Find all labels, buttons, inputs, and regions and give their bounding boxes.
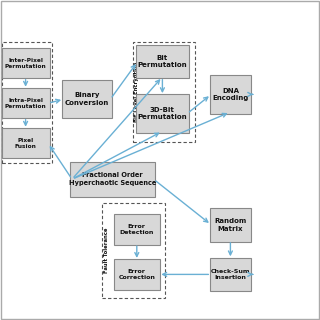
FancyBboxPatch shape xyxy=(114,214,160,245)
Text: Error
Detection: Error Detection xyxy=(120,224,154,235)
FancyBboxPatch shape xyxy=(136,94,189,133)
FancyBboxPatch shape xyxy=(210,258,251,291)
FancyBboxPatch shape xyxy=(136,45,189,78)
FancyBboxPatch shape xyxy=(210,75,251,114)
Text: Bit Level Encryption: Bit Level Encryption xyxy=(134,62,140,122)
FancyBboxPatch shape xyxy=(114,259,160,290)
FancyBboxPatch shape xyxy=(62,80,112,118)
Text: Intra-Pixel
Permutation: Intra-Pixel Permutation xyxy=(5,98,46,109)
Text: DNA
Encoding: DNA Encoding xyxy=(212,88,249,101)
Text: Fault Tolerance: Fault Tolerance xyxy=(104,228,109,273)
Text: Error
Correction: Error Correction xyxy=(118,269,155,280)
Text: Inter-Pixel
Permutation: Inter-Pixel Permutation xyxy=(5,58,46,69)
FancyBboxPatch shape xyxy=(70,162,155,197)
FancyBboxPatch shape xyxy=(2,48,50,78)
Text: Check-Sum
Insertion: Check-Sum Insertion xyxy=(211,269,250,280)
Text: Fractional Order
Hyperchaotic Sequence: Fractional Order Hyperchaotic Sequence xyxy=(69,172,156,186)
FancyBboxPatch shape xyxy=(2,88,50,118)
Text: Binary
Conversion: Binary Conversion xyxy=(65,92,109,106)
Text: Pixel
Fusion: Pixel Fusion xyxy=(15,138,36,149)
Text: 3D-Bit
Permutation: 3D-Bit Permutation xyxy=(138,107,187,120)
Text: Random
Matrix: Random Matrix xyxy=(214,218,246,232)
FancyBboxPatch shape xyxy=(210,208,251,242)
Text: Bit
Permutation: Bit Permutation xyxy=(138,55,187,68)
FancyBboxPatch shape xyxy=(2,128,50,158)
